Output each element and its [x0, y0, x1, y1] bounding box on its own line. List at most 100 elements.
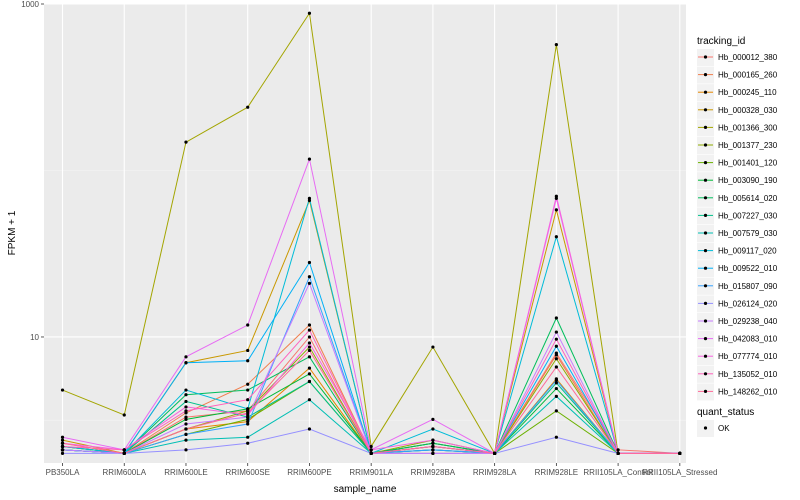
- data-point: [554, 357, 558, 361]
- legend-key-point: [703, 73, 708, 77]
- legend-label: Hb_000245_110: [718, 88, 777, 97]
- legend-key-point: [703, 196, 708, 200]
- legend-key-point: [703, 143, 708, 147]
- legend-label: Hb_077774_010: [718, 352, 778, 361]
- data-point: [122, 448, 126, 452]
- data-point: [369, 451, 373, 455]
- data-point: [184, 432, 188, 436]
- legend-label: Hb_009117_020: [718, 247, 777, 256]
- legend-key-point: [703, 372, 708, 376]
- x-tick-label: RRIM600PE: [287, 468, 331, 477]
- grid-lines: [44, 3, 686, 463]
- data-point: [307, 281, 312, 285]
- data-point: [554, 316, 558, 320]
- legend-key-point: [703, 301, 708, 305]
- y-axis-title: FPKM + 1: [7, 210, 18, 255]
- data-point: [554, 394, 558, 398]
- legend-shape-title: quant_status: [697, 407, 754, 418]
- data-point: [184, 448, 188, 452]
- data-point: [307, 379, 312, 384]
- data-point: [431, 448, 435, 452]
- legend-key-point: [703, 389, 708, 393]
- data-point: [122, 413, 126, 417]
- data-point: [184, 399, 188, 404]
- x-axis: PB350LA RRIM600LA RRIM600LE RRIM600SE RRIM60…: [46, 463, 717, 477]
- data-point: [246, 398, 250, 402]
- data-point: [554, 344, 558, 348]
- data-point: [307, 345, 312, 349]
- data-point: [493, 451, 497, 455]
- data-point: [431, 451, 435, 455]
- legend-shape-label: OK: [718, 424, 730, 433]
- data-point: [554, 194, 558, 198]
- data-point: [246, 105, 250, 109]
- data-point: [554, 365, 558, 369]
- data-point: [369, 444, 373, 449]
- data-point: [122, 451, 126, 455]
- data-point: [60, 448, 65, 452]
- data-point: [307, 355, 312, 359]
- legend-key-point: [703, 178, 708, 182]
- legend-key-point: [703, 266, 708, 270]
- data-point: [184, 405, 188, 409]
- data-point: [307, 335, 312, 339]
- data-point: [246, 417, 250, 421]
- data-point: [184, 438, 188, 442]
- data-point: [431, 444, 435, 449]
- data-point: [184, 415, 188, 419]
- legend-label: Hb_000328_030: [718, 106, 778, 115]
- legend-key-point: [703, 90, 708, 94]
- data-point: [554, 235, 558, 239]
- x-tick-label: RRIM928LA: [473, 468, 517, 477]
- legend-label: Hb_029238_040: [718, 317, 778, 326]
- legend-key-point: [703, 354, 708, 358]
- data-point: [246, 407, 250, 411]
- legend-colour-items: Hb_000012_380 Hb_000165_260 Hb_000245_110 H…: [697, 49, 778, 401]
- x-tick-label: RRIM928BA: [411, 468, 456, 477]
- data-point: [554, 353, 558, 357]
- legend-label: Hb_005614_020: [718, 194, 778, 203]
- y-tick-label: 1000: [21, 0, 39, 9]
- data-point: [60, 438, 65, 442]
- data-point: [307, 157, 312, 161]
- x-tick-label: RRII105LA_Control: [583, 468, 653, 477]
- data-point: [554, 409, 558, 413]
- legend-label: Hb_135052_010: [718, 370, 778, 379]
- data-point: [307, 348, 312, 353]
- legend-key-point: [703, 161, 708, 165]
- data-point: [307, 427, 312, 431]
- data-point: [307, 328, 312, 332]
- x-tick-label: RRIM600LE: [164, 468, 208, 477]
- legend: tracking_id Hb_000012_380Hb_000165_260Hb…: [697, 36, 778, 437]
- data-point: [246, 382, 250, 386]
- data-point: [246, 411, 250, 415]
- data-points: [60, 11, 682, 455]
- data-point: [431, 417, 435, 421]
- x-tick-label: PB350LA: [46, 468, 80, 477]
- data-point: [246, 323, 250, 327]
- legend-label: Hb_015807_090: [718, 282, 778, 291]
- legend-key-point: [703, 231, 708, 235]
- data-point: [184, 355, 188, 359]
- legend-shape-items: OK: [697, 420, 730, 437]
- x-tick-label: RRII105LA_Stressed: [642, 468, 717, 477]
- data-point: [184, 388, 188, 392]
- data-point: [184, 417, 188, 421]
- data-point: [307, 275, 312, 279]
- legend-label: Hb_148262_010: [718, 387, 778, 396]
- legend-shape-key-point: [703, 426, 708, 430]
- x-tick-label: RRIM600LA: [102, 468, 146, 477]
- x-tick-label: RRIM901LA: [349, 468, 393, 477]
- legend-label: Hb_003090_190: [718, 176, 778, 185]
- data-point: [60, 444, 65, 449]
- data-point: [678, 451, 682, 455]
- data-point: [554, 386, 558, 391]
- data-point: [431, 427, 435, 431]
- data-point: [246, 388, 250, 392]
- legend-label: Hb_001366_300: [718, 123, 778, 132]
- data-point: [307, 323, 312, 327]
- data-point: [554, 378, 558, 382]
- data-point: [307, 372, 312, 376]
- data-point: [246, 435, 250, 439]
